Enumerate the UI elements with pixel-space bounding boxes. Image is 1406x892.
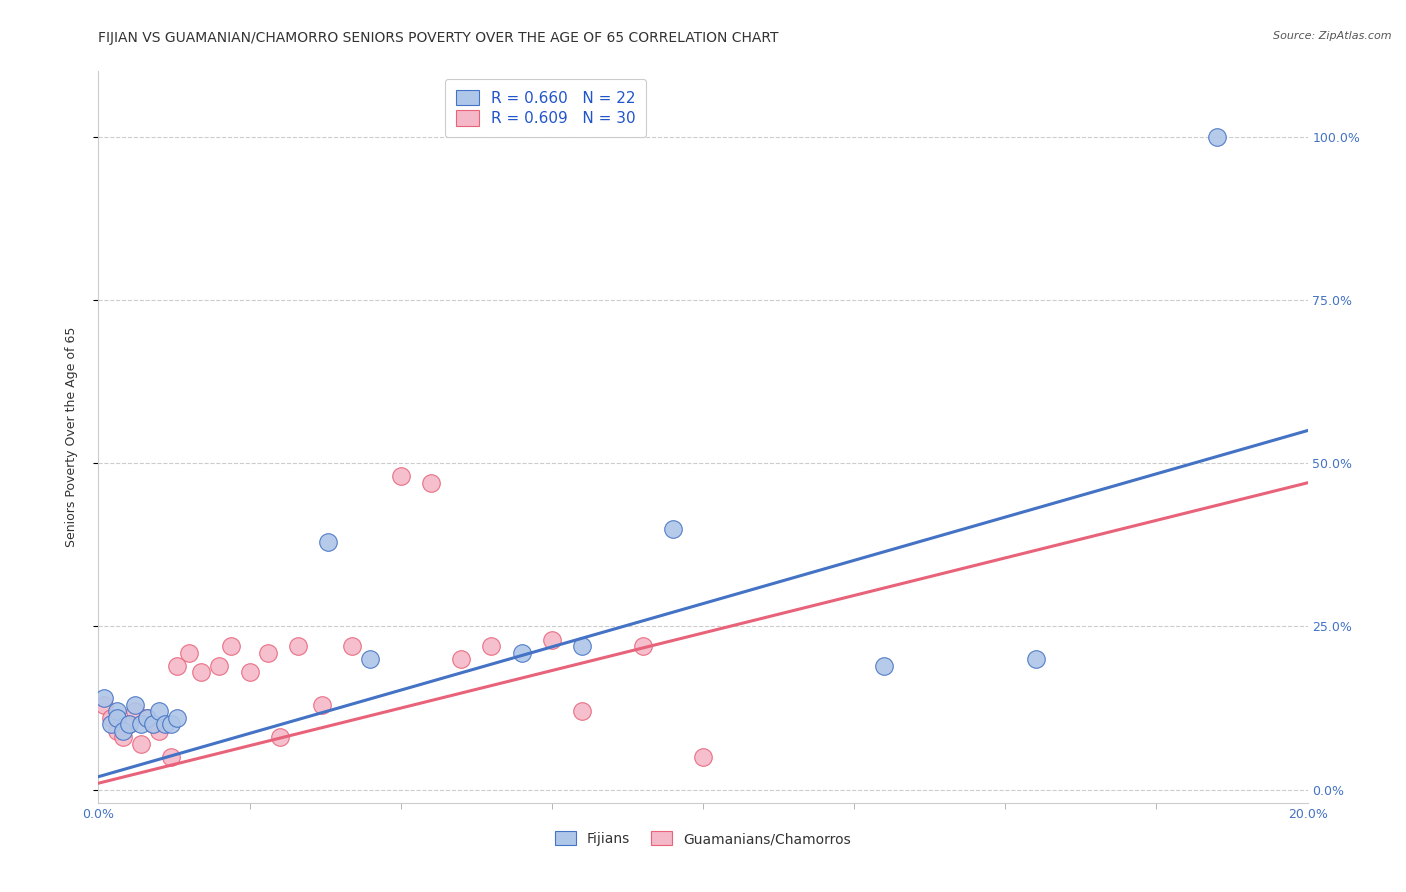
Point: [311, 698, 333, 712]
Point: [571, 639, 593, 653]
Point: [142, 717, 165, 731]
Text: FIJIAN VS GUAMANIAN/CHAMORRO SENIORS POVERTY OVER THE AGE OF 65 CORRELATION CHAR: FIJIAN VS GUAMANIAN/CHAMORRO SENIORS POV…: [98, 31, 779, 45]
Point: [166, 658, 188, 673]
Point: [129, 737, 152, 751]
Point: [342, 639, 364, 653]
Point: [631, 639, 654, 653]
Point: [661, 521, 683, 535]
Point: [269, 731, 291, 745]
Point: [481, 639, 503, 653]
Point: [208, 658, 231, 673]
Point: [160, 717, 183, 731]
Point: [142, 717, 165, 731]
Point: [160, 750, 183, 764]
Point: [129, 717, 152, 731]
Point: [166, 711, 188, 725]
Point: [93, 691, 115, 706]
Point: [135, 711, 157, 725]
Point: [93, 698, 115, 712]
Point: [124, 705, 146, 719]
Point: [256, 646, 278, 660]
Point: [148, 723, 170, 738]
Y-axis label: Seniors Poverty Over the Age of 65: Seniors Poverty Over the Age of 65: [65, 326, 77, 548]
Point: [111, 723, 134, 738]
Point: [239, 665, 262, 680]
Legend: Fijians, Guamanians/Chamorros: Fijians, Guamanians/Chamorros: [547, 823, 859, 855]
Point: [873, 658, 896, 673]
Text: Source: ZipAtlas.com: Source: ZipAtlas.com: [1274, 31, 1392, 41]
Point: [420, 475, 443, 490]
Point: [111, 731, 134, 745]
Point: [153, 717, 176, 731]
Point: [571, 705, 593, 719]
Point: [148, 705, 170, 719]
Point: [540, 632, 562, 647]
Point: [221, 639, 243, 653]
Point: [510, 646, 533, 660]
Point: [1024, 652, 1046, 666]
Point: [360, 652, 382, 666]
Point: [179, 646, 201, 660]
Point: [124, 698, 146, 712]
Point: [450, 652, 472, 666]
Point: [100, 717, 122, 731]
Point: [118, 717, 141, 731]
Point: [105, 711, 128, 725]
Point: [100, 711, 122, 725]
Point: [190, 665, 212, 680]
Point: [105, 723, 128, 738]
Point: [135, 711, 157, 725]
Point: [316, 534, 339, 549]
Point: [389, 469, 412, 483]
Point: [105, 705, 128, 719]
Point: [287, 639, 309, 653]
Point: [118, 717, 141, 731]
Point: [1206, 129, 1229, 144]
Point: [692, 750, 714, 764]
